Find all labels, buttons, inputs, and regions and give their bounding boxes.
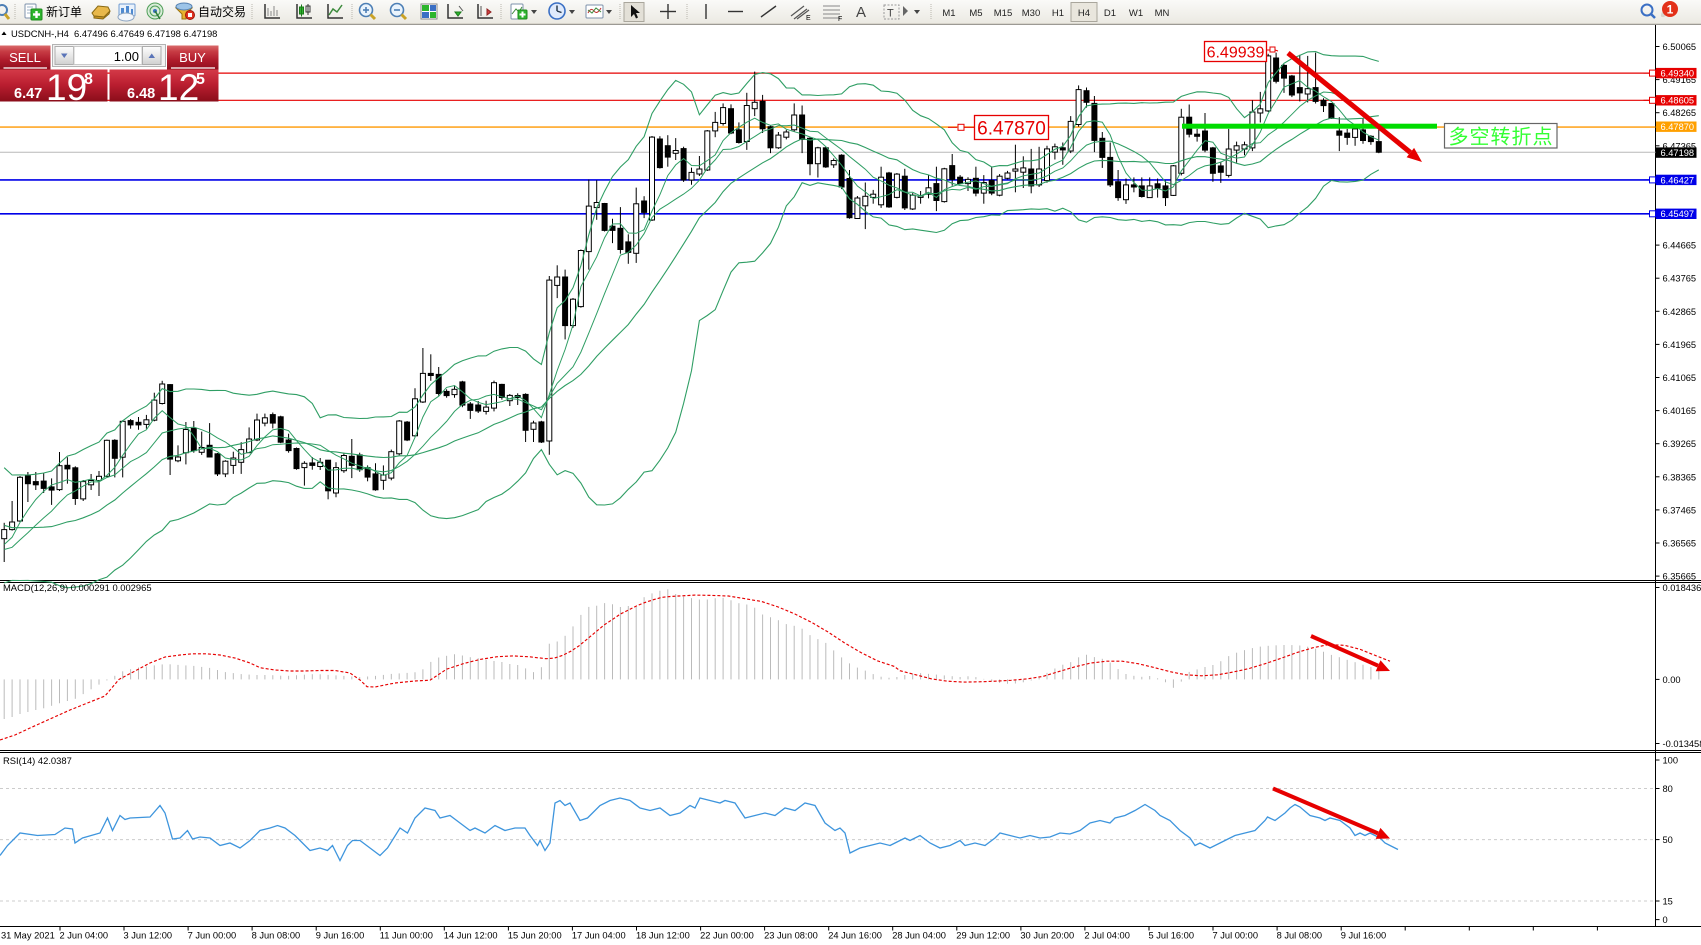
svg-text:A: A xyxy=(856,4,866,21)
svg-text:6.47365: 6.47365 xyxy=(1663,141,1697,151)
svg-text:T: T xyxy=(887,8,894,20)
svg-text:8: 8 xyxy=(84,71,93,88)
svg-text:6.50065: 6.50065 xyxy=(1663,42,1697,52)
svg-text:8 Jun 08:00: 8 Jun 08:00 xyxy=(252,931,301,941)
svg-text:6.43765: 6.43765 xyxy=(1663,274,1697,284)
svg-text:D1: D1 xyxy=(1104,8,1116,19)
svg-text:50: 50 xyxy=(1663,835,1673,845)
svg-text:3 Jun 12:00: 3 Jun 12:00 xyxy=(124,931,173,941)
svg-text:6.46427: 6.46427 xyxy=(1661,175,1695,185)
svg-text:100: 100 xyxy=(1663,756,1679,766)
svg-text:28 Jun 04:00: 28 Jun 04:00 xyxy=(892,931,946,941)
svg-text:E: E xyxy=(806,15,811,22)
svg-text:6.48: 6.48 xyxy=(127,86,155,102)
svg-text:6.47198: 6.47198 xyxy=(1661,148,1695,158)
svg-text:7 Jul 00:00: 7 Jul 00:00 xyxy=(1213,931,1259,941)
svg-text:BUY: BUY xyxy=(179,50,206,65)
svg-text:6.36565: 6.36565 xyxy=(1663,539,1697,549)
svg-text:6.44665: 6.44665 xyxy=(1663,241,1697,251)
svg-text:24 Jun 16:00: 24 Jun 16:00 xyxy=(828,931,882,941)
svg-text:12: 12 xyxy=(158,67,199,108)
svg-text:MACD(12,26,9) 0.000291 0.00296: MACD(12,26,9) 0.000291 0.002965 xyxy=(3,582,152,593)
svg-text:6.39265: 6.39265 xyxy=(1663,439,1697,449)
svg-text:6.37465: 6.37465 xyxy=(1663,505,1697,515)
svg-text:7 Jun 00:00: 7 Jun 00:00 xyxy=(188,931,237,941)
svg-text:22 Jun 00:00: 22 Jun 00:00 xyxy=(700,931,754,941)
svg-text:6.40165: 6.40165 xyxy=(1663,406,1697,416)
svg-text:6.41965: 6.41965 xyxy=(1663,340,1697,350)
svg-text:RSI(14) 42.0387: RSI(14) 42.0387 xyxy=(3,755,72,766)
svg-text:F: F xyxy=(838,16,842,23)
svg-text:W1: W1 xyxy=(1129,8,1143,19)
svg-text:H4: H4 xyxy=(1078,8,1090,19)
svg-text:8 Jul 08:00: 8 Jul 08:00 xyxy=(1277,931,1323,941)
svg-text:USDCNH-,H4 6.47496 6.47649 6.: USDCNH-,H4 6.47496 6.47649 6.47198 6.471… xyxy=(11,28,217,39)
svg-text:30 Jun 20:00: 30 Jun 20:00 xyxy=(1020,931,1074,941)
svg-text:29 Jun 12:00: 29 Jun 12:00 xyxy=(956,931,1010,941)
svg-text:6.45497: 6.45497 xyxy=(1661,209,1695,219)
svg-text:6.42865: 6.42865 xyxy=(1663,307,1697,317)
svg-text:M30: M30 xyxy=(1022,8,1040,19)
svg-text:14 Jun 12:00: 14 Jun 12:00 xyxy=(444,931,498,941)
svg-text:9 Jul 16:00: 9 Jul 16:00 xyxy=(1341,931,1387,941)
svg-text:23 Jun 08:00: 23 Jun 08:00 xyxy=(764,931,818,941)
svg-text:6.49939: 6.49939 xyxy=(1207,45,1265,62)
svg-text:SELL: SELL xyxy=(9,50,41,65)
svg-text:80: 80 xyxy=(1663,784,1673,794)
svg-text:自动交易: 自动交易 xyxy=(198,4,246,19)
svg-text:15 Jun 20:00: 15 Jun 20:00 xyxy=(508,931,562,941)
svg-text:6.49340: 6.49340 xyxy=(1661,69,1695,79)
svg-text:6.47870: 6.47870 xyxy=(977,119,1046,140)
svg-text:5: 5 xyxy=(196,71,205,88)
svg-text:M15: M15 xyxy=(994,8,1012,19)
svg-text:5 Jul 16:00: 5 Jul 16:00 xyxy=(1149,931,1195,941)
svg-text:6.41065: 6.41065 xyxy=(1663,373,1697,383)
svg-text:9 Jun 16:00: 9 Jun 16:00 xyxy=(316,931,365,941)
svg-text:M5: M5 xyxy=(969,8,982,19)
svg-text:2 Jun 04:00: 2 Jun 04:00 xyxy=(60,931,109,941)
svg-text:多空转折点: 多空转折点 xyxy=(1449,126,1553,149)
svg-text:6.38365: 6.38365 xyxy=(1663,472,1697,482)
svg-text:6.48265: 6.48265 xyxy=(1663,108,1697,118)
svg-text:18 Jun 12:00: 18 Jun 12:00 xyxy=(636,931,690,941)
svg-text:11 Jun 00:00: 11 Jun 00:00 xyxy=(380,931,433,941)
svg-text:0.018436: 0.018436 xyxy=(1663,583,1701,593)
svg-text:1.00: 1.00 xyxy=(114,49,139,64)
svg-text:6.35665: 6.35665 xyxy=(1663,572,1697,582)
svg-text:M1: M1 xyxy=(942,8,955,19)
svg-text:0: 0 xyxy=(1663,915,1668,925)
svg-text:6.49165: 6.49165 xyxy=(1663,75,1697,85)
svg-text:19: 19 xyxy=(46,67,87,108)
svg-text:31 May 2021: 31 May 2021 xyxy=(1,931,55,941)
svg-text:-0.013458: -0.013458 xyxy=(1663,739,1701,749)
svg-text:17 Jun 04:00: 17 Jun 04:00 xyxy=(572,931,626,941)
svg-text:6.47: 6.47 xyxy=(14,86,42,102)
svg-text:0.00: 0.00 xyxy=(1663,675,1681,685)
svg-text:H1: H1 xyxy=(1052,8,1064,19)
svg-text:2 Jul 04:00: 2 Jul 04:00 xyxy=(1084,931,1130,941)
svg-text:1: 1 xyxy=(1667,3,1674,17)
svg-text:新订单: 新订单 xyxy=(46,4,82,19)
svg-text:MN: MN xyxy=(1155,8,1170,19)
svg-text:6.48605: 6.48605 xyxy=(1661,96,1695,106)
svg-text:6.47870: 6.47870 xyxy=(1661,122,1695,132)
svg-text:15: 15 xyxy=(1663,897,1673,907)
